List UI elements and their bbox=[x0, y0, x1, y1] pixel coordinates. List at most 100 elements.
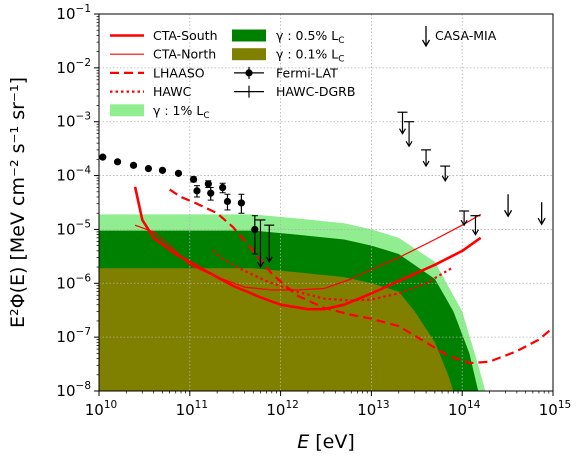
legend-item-3: HAWC bbox=[110, 84, 192, 99]
hawc-dgrb-arrowhead bbox=[405, 140, 413, 148]
y-tick-label-2: 10−6 bbox=[56, 272, 91, 292]
fermi-lat-point-2 bbox=[129, 161, 138, 169]
x-tick-label-2: 1012 bbox=[266, 399, 298, 419]
fermi-lat-point-5 bbox=[174, 169, 183, 177]
fermi-lat-point-9 bbox=[193, 185, 201, 198]
legend-label: CTA-South bbox=[153, 28, 218, 43]
fermi-lat-dot bbox=[223, 197, 232, 206]
legend-label: HAWC-DGRB bbox=[276, 84, 355, 99]
fermi-lat-dot bbox=[193, 187, 201, 195]
casa-mia-arrowhead bbox=[504, 209, 513, 218]
hawc-dgrb-arrowhead bbox=[460, 219, 468, 227]
fermi-lat-point-12 bbox=[237, 193, 245, 214]
fermi-lat-dot bbox=[113, 158, 122, 166]
hawc-dgrb-point-0 bbox=[397, 111, 408, 135]
x-tick-label-4: 1014 bbox=[448, 399, 481, 419]
fermi-lat-point-8 bbox=[219, 182, 227, 194]
hawc-line bbox=[212, 250, 454, 302]
legend-patch-swatch bbox=[232, 48, 266, 61]
y-axis-label: E²Φ(E) [MeV cm⁻² s⁻¹ sr⁻¹] bbox=[7, 77, 29, 328]
y-tick-label-5: 10−3 bbox=[56, 111, 91, 131]
legend-label: HAWC bbox=[153, 84, 192, 99]
hawc-dgrb-point-5 bbox=[470, 215, 481, 236]
legend-item-9: CASA-MIA bbox=[421, 26, 497, 48]
fermi-lat-dot bbox=[174, 169, 183, 177]
x-axis-label: E [eV] bbox=[297, 431, 355, 453]
legend: CTA-South CTA-North LHAASO HAWC γ : 1% LC γ :… bbox=[110, 26, 497, 121]
hawc-dgrb-point-2 bbox=[421, 149, 432, 168]
fermi-lat-point-10 bbox=[207, 187, 215, 201]
x-tick-label-3: 1013 bbox=[357, 399, 389, 419]
casa-mia-limit-1 bbox=[537, 202, 546, 226]
hawc-dgrb-point-6 bbox=[255, 219, 266, 269]
legend-arrow-head bbox=[421, 39, 431, 48]
x-tick-label-1: 1011 bbox=[176, 399, 208, 419]
y-tick-label-3: 10−5 bbox=[56, 218, 91, 238]
hawc-dgrb-point-4 bbox=[459, 210, 470, 227]
y-tick-label-6: 10−2 bbox=[56, 57, 91, 77]
lhaaso-line bbox=[169, 188, 554, 365]
hawc-dgrb-point-7 bbox=[264, 224, 275, 264]
fermi-lat-point-4 bbox=[158, 166, 167, 174]
legend-errorbar-dot bbox=[245, 69, 253, 77]
legend-label: LHAASO bbox=[153, 65, 205, 80]
fermi-lat-dot bbox=[99, 153, 107, 161]
legend-item-0: CTA-South bbox=[110, 28, 218, 43]
legend-patch-swatch bbox=[232, 29, 266, 42]
x-tick-label-0: 1010 bbox=[85, 399, 117, 419]
legend-item-8: HAWC-DGRB bbox=[234, 84, 355, 99]
legend-item-1: CTA-North bbox=[110, 47, 216, 62]
fermi-lat-point-11 bbox=[223, 193, 232, 211]
band-3 bbox=[99, 268, 454, 391]
bands-group bbox=[99, 214, 486, 391]
fermi-lat-dot bbox=[237, 199, 245, 207]
ticks-group: 1010 1011 1012 1013 1014 1015 10−8 10−7 10−6 10−5… bbox=[56, 3, 571, 419]
legend-label: γ : 0.5% LC bbox=[276, 28, 345, 46]
legend-item-4: γ : 1% LC bbox=[110, 103, 210, 121]
fermi-lat-dot bbox=[251, 225, 259, 234]
hawc-dgrb-arrowhead bbox=[422, 160, 430, 168]
cta-south-line bbox=[133, 186, 482, 311]
fermi-lat-dot bbox=[158, 166, 167, 174]
hawc-dgrb-arrowhead bbox=[256, 261, 264, 269]
hawc-dgrb-arrowhead bbox=[441, 175, 449, 182]
legend-item-2: LHAASO bbox=[110, 65, 205, 80]
series-group bbox=[133, 186, 554, 365]
legend-item-5: γ : 0.5% LC bbox=[232, 28, 345, 46]
cta-north-line bbox=[134, 213, 482, 291]
hawc-dgrb-arrowhead bbox=[471, 229, 479, 236]
legend-item-6: γ : 0.1% LC bbox=[232, 47, 345, 65]
hawc-dgrb-arrowhead bbox=[265, 256, 273, 264]
fermi-lat-dot bbox=[207, 189, 215, 197]
legend-label: γ : 1% LC bbox=[153, 103, 210, 121]
y-tick-label-4: 10−4 bbox=[56, 165, 91, 185]
y-tick-label-1: 10−7 bbox=[56, 326, 91, 346]
fermi-lat-dot bbox=[129, 161, 138, 169]
fermi-lat-point-1 bbox=[113, 158, 122, 166]
fermi-lat-dot bbox=[144, 164, 153, 173]
x-tick-label-5: 1015 bbox=[539, 399, 571, 419]
legend-label: CASA-MIA bbox=[435, 28, 497, 43]
legend-label: CTA-North bbox=[153, 47, 216, 62]
legend-item-7: Fermi-LAT bbox=[234, 65, 338, 80]
hawc-dgrb-point-1 bbox=[404, 121, 415, 148]
casa-mia-limit-0 bbox=[504, 194, 513, 218]
fermi-lat-point-13 bbox=[251, 215, 259, 255]
legend-patch-swatch bbox=[110, 104, 144, 117]
legend-label: γ : 0.1% LC bbox=[276, 47, 345, 65]
fermi-lat-point-3 bbox=[144, 164, 153, 173]
y-tick-label-0: 10−8 bbox=[56, 380, 91, 400]
casa-mia-arrowhead bbox=[537, 217, 546, 226]
fermi-lat-dot bbox=[219, 183, 227, 192]
markers-group bbox=[99, 111, 546, 269]
plot-frame bbox=[98, 13, 554, 392]
hawc-dgrb-arrowhead bbox=[398, 128, 407, 135]
fermi-lat-point-6 bbox=[189, 175, 198, 183]
fermi-lat-dot bbox=[204, 180, 212, 188]
fermi-lat-point-7 bbox=[204, 180, 212, 189]
y-tick-label-7: 10−1 bbox=[56, 3, 91, 23]
hawc-dgrb-point-3 bbox=[440, 165, 451, 182]
fermi-lat-point-0 bbox=[99, 153, 107, 161]
legend-label: Fermi-LAT bbox=[276, 65, 338, 80]
